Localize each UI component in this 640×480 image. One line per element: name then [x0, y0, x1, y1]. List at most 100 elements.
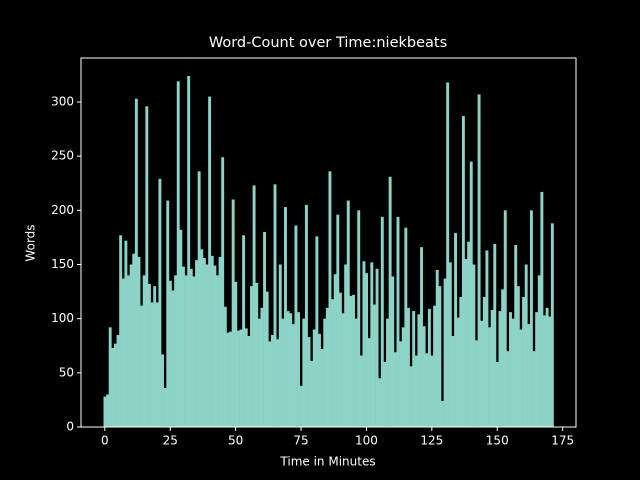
bar — [223, 306, 227, 427]
bar — [472, 264, 476, 427]
bar — [498, 311, 502, 427]
bar — [393, 352, 397, 427]
bar — [257, 318, 261, 427]
bar — [304, 204, 308, 427]
bar — [482, 296, 486, 427]
bar — [375, 268, 379, 427]
y-tick-label: 0 — [66, 420, 74, 434]
y-tick-label: 300 — [51, 94, 74, 108]
bar — [127, 275, 130, 427]
bar — [485, 250, 489, 427]
bar — [153, 286, 157, 427]
bar — [545, 307, 549, 427]
bar — [302, 318, 306, 427]
x-tick-label: 175 — [551, 434, 574, 448]
bar — [276, 339, 280, 427]
bar — [365, 273, 369, 427]
y-tick-label: 50 — [59, 365, 74, 379]
x-tick-label: 125 — [420, 434, 443, 448]
bar — [229, 331, 232, 427]
bar — [506, 351, 510, 427]
bar — [414, 355, 418, 427]
bar — [310, 360, 314, 427]
bar — [260, 307, 264, 427]
bar — [263, 231, 267, 427]
bar — [318, 333, 321, 427]
bar — [401, 327, 405, 427]
bar — [448, 262, 452, 427]
bar — [103, 396, 107, 427]
bar — [221, 157, 225, 428]
bar — [456, 317, 460, 427]
bar — [197, 171, 201, 427]
bar — [121, 278, 125, 427]
x-tick-label: 75 — [293, 434, 308, 448]
plot-frame — [80, 57, 577, 428]
bar — [519, 329, 523, 427]
bar — [281, 318, 285, 427]
bar — [524, 264, 528, 427]
bar — [388, 176, 392, 427]
bar — [383, 361, 387, 427]
bar — [171, 290, 175, 427]
bar — [464, 259, 468, 427]
y-tick-label: 250 — [51, 149, 74, 163]
bar — [106, 394, 110, 427]
bar — [150, 302, 154, 427]
bar — [320, 348, 324, 427]
bar — [244, 328, 248, 427]
bar — [406, 307, 410, 427]
bar — [119, 235, 123, 427]
bar — [181, 266, 185, 427]
bar — [113, 343, 117, 427]
bar — [451, 335, 455, 427]
bar — [469, 161, 473, 427]
x-axis-label: Time in Minutes — [279, 455, 375, 469]
bar — [467, 241, 471, 427]
bar — [399, 341, 403, 427]
bar — [158, 178, 162, 427]
bar — [333, 274, 337, 427]
bar — [516, 286, 520, 427]
bar — [490, 309, 494, 427]
x-tick-label: 0 — [101, 434, 109, 448]
bar — [192, 276, 196, 427]
bar — [108, 327, 112, 427]
x-tick-label: 50 — [228, 434, 243, 448]
bar — [129, 264, 133, 427]
bar — [441, 400, 444, 427]
bar — [331, 299, 335, 427]
bar — [503, 210, 507, 427]
bar — [328, 171, 332, 427]
bar — [378, 378, 382, 427]
y-tick-label: 100 — [51, 311, 74, 325]
bar — [226, 332, 230, 427]
bar — [273, 184, 277, 427]
bar — [265, 291, 269, 427]
bar — [168, 280, 172, 427]
bar — [527, 324, 531, 427]
bar — [412, 311, 416, 427]
bar — [231, 199, 235, 427]
bar — [242, 235, 246, 427]
bar — [425, 353, 429, 427]
y-tick-label: 150 — [51, 257, 74, 271]
bar — [284, 207, 287, 427]
bar — [132, 253, 136, 427]
bar — [352, 294, 355, 427]
bar — [509, 312, 512, 427]
bar — [195, 260, 198, 427]
bar — [161, 354, 164, 427]
bar — [312, 329, 316, 427]
bar — [325, 307, 329, 427]
bar — [396, 216, 400, 427]
bar — [532, 351, 536, 427]
bar — [250, 286, 253, 427]
bar — [116, 334, 120, 427]
bar — [540, 191, 544, 427]
bar — [475, 340, 478, 427]
bar — [357, 210, 361, 427]
bar — [270, 334, 274, 427]
bar — [278, 264, 282, 427]
bar — [134, 98, 138, 428]
